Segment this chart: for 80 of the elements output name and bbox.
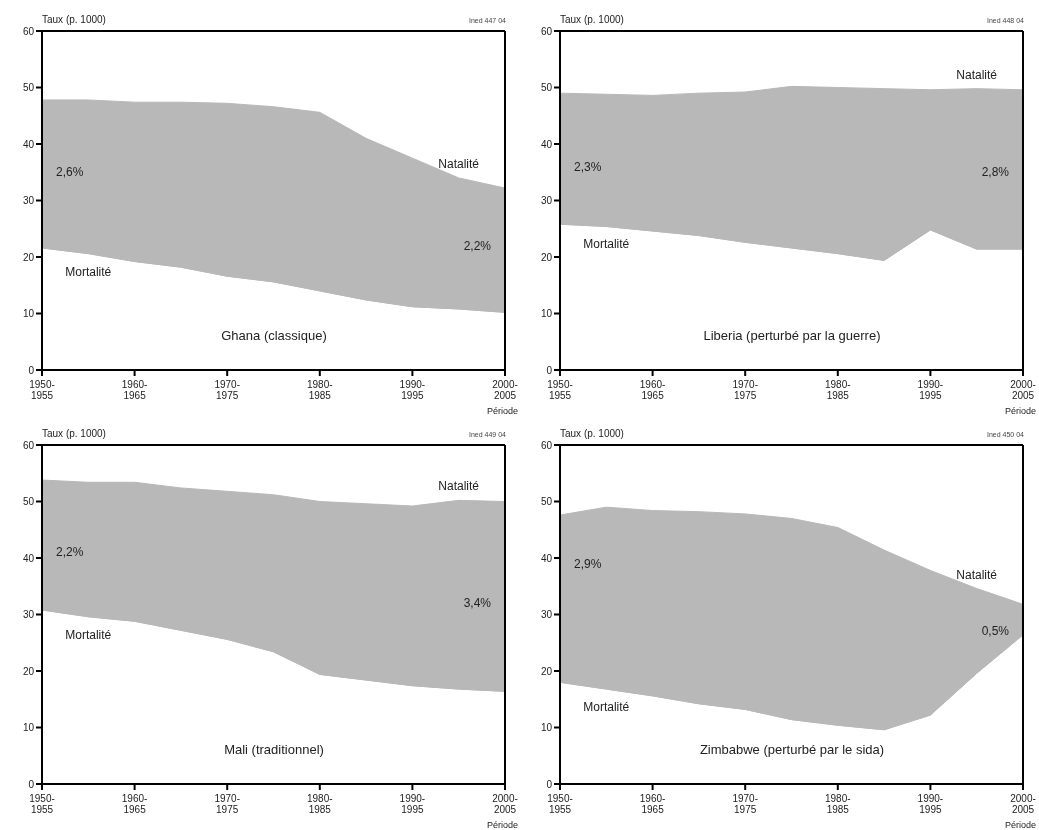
- y-tick-label: 60: [22, 439, 35, 451]
- y-tick-label: 0: [28, 778, 35, 790]
- series-label: Natalité: [438, 479, 480, 494]
- y-tick-label: 20: [540, 251, 553, 263]
- series-label: Mortalité: [65, 264, 112, 279]
- x-tick-label: 1990-1995: [399, 793, 426, 815]
- y-tick-label: 50: [540, 82, 553, 94]
- x-tick-label: 1990-1995: [399, 379, 426, 401]
- y-tick-label: 60: [540, 25, 553, 37]
- y-tick-label: 20: [22, 251, 35, 263]
- annotation: 2,2%: [463, 238, 492, 253]
- x-axis-title: Période: [1004, 820, 1036, 830]
- y-tick-label: 60: [540, 439, 553, 451]
- y-tick-label: 0: [28, 364, 35, 376]
- annotation: 2,9%: [574, 556, 602, 571]
- x-tick-label: 1950-1955: [547, 379, 573, 401]
- y-axis-title: Taux (p. 1000): [42, 428, 106, 439]
- x-tick-label: 2000-2005: [492, 793, 518, 815]
- y-tick-label: 10: [22, 722, 35, 734]
- x-tick-label: 2000-2005: [1010, 793, 1036, 815]
- y-tick-label: 40: [22, 138, 35, 150]
- x-tick-label: 1970-1975: [214, 379, 240, 401]
- y-axis-title: Taux (p. 1000): [560, 428, 624, 439]
- x-tick-label: 1950-1955: [547, 793, 573, 815]
- x-axis-title: Période: [1004, 406, 1036, 416]
- y-tick-label: 60: [22, 25, 35, 37]
- series-label: Natalité: [956, 67, 998, 82]
- x-tick-label: 1970-1975: [732, 793, 758, 815]
- annotation: 3,4%: [463, 596, 492, 611]
- series-label: Mortalité: [583, 237, 630, 252]
- text: Liberia (perturbé par la guerre): [702, 328, 882, 343]
- y-tick-label: 50: [22, 496, 35, 508]
- text: Mali (traditionnel): [223, 742, 325, 757]
- y-tick-label: 20: [22, 665, 35, 677]
- y-tick-label: 40: [540, 552, 553, 564]
- y-tick-label: 0: [546, 778, 553, 790]
- y-tick-label: 30: [540, 195, 553, 207]
- series-label: Mortalité: [583, 700, 630, 715]
- x-tick-label: 2000-2005: [492, 379, 518, 401]
- y-tick-label: 50: [22, 82, 35, 94]
- y-tick-label: 0: [546, 364, 553, 376]
- y-axis-title: Taux (p. 1000): [42, 14, 106, 25]
- series-label: Mortalité: [65, 627, 112, 642]
- y-tick-label: 10: [22, 308, 35, 320]
- x-tick-label: 1980-1985: [825, 793, 851, 815]
- x-tick-label: 1980-1985: [307, 379, 333, 401]
- y-tick-label: 40: [540, 138, 553, 150]
- y-tick-label: 20: [540, 665, 553, 677]
- x-tick-label: 1980-1985: [825, 379, 851, 401]
- annotation: 2,8%: [981, 165, 1010, 180]
- y-tick-label: 10: [540, 722, 553, 734]
- x-tick-label: 1990-1995: [917, 793, 944, 815]
- annotation: 2,2%: [56, 545, 84, 560]
- x-tick-label: 1950-1955: [29, 379, 55, 401]
- y-tick-label: 30: [22, 195, 35, 207]
- y-tick-label: 40: [22, 552, 35, 564]
- x-axis-title: Période: [486, 820, 518, 830]
- text: Zimbabwe (perturbé par le sida): [698, 742, 886, 757]
- x-tick-label: 1960-1965: [121, 793, 148, 815]
- x-tick-label: 2000-2005: [1010, 379, 1036, 401]
- x-tick-label: 1960-1965: [121, 379, 148, 401]
- series-label: Natalité: [956, 567, 998, 582]
- text: Ghana (classique): [220, 328, 328, 343]
- annotation: 2,3%: [574, 159, 602, 174]
- x-axis-title: Période: [486, 406, 518, 416]
- x-tick-label: 1960-1965: [639, 379, 666, 401]
- x-tick-label: 1960-1965: [639, 793, 666, 815]
- x-tick-label: 1970-1975: [732, 379, 758, 401]
- y-tick-label: 10: [540, 308, 553, 320]
- y-tick-label: 50: [540, 496, 553, 508]
- y-tick-label: 30: [22, 609, 35, 621]
- x-tick-label: 1950-1955: [29, 793, 55, 815]
- y-tick-label: 30: [540, 609, 553, 621]
- annotation: 0,5%: [981, 624, 1010, 639]
- y-axis-title: Taux (p. 1000): [560, 14, 624, 25]
- x-tick-label: 1980-1985: [307, 793, 333, 815]
- annotation: 2,6%: [56, 165, 84, 180]
- x-tick-label: 1970-1975: [214, 793, 240, 815]
- series-label: Natalité: [438, 156, 480, 171]
- x-tick-label: 1990-1995: [917, 379, 944, 401]
